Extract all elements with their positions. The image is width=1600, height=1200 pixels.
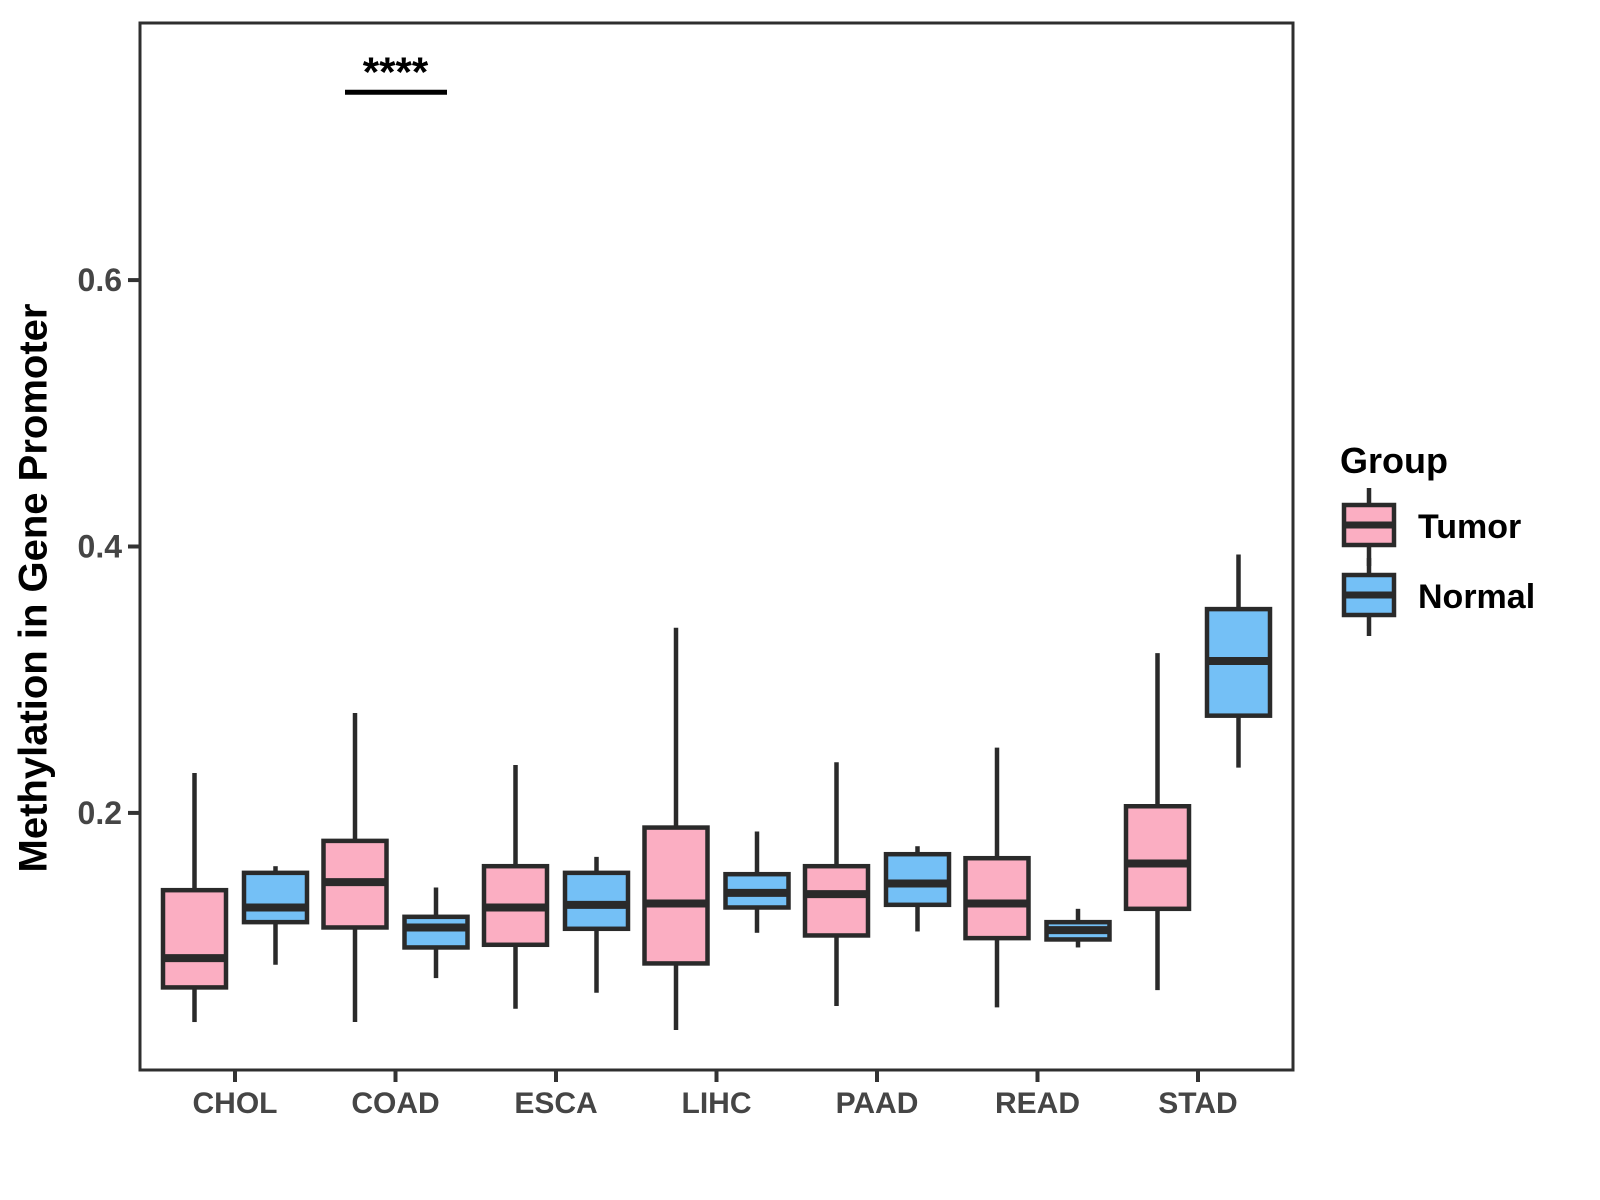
x-tick-label-LIHC: LIHC xyxy=(682,1087,752,1120)
box-normal-COAD xyxy=(402,914,470,950)
legend-entry-normal: Normal xyxy=(1340,558,1536,636)
x-tick-label-ESCA: ESCA xyxy=(514,1087,597,1120)
x-tick-label-CHOL: CHOL xyxy=(193,1087,278,1120)
y-tick-label-0.4: 0.4 xyxy=(78,529,123,565)
panel-border xyxy=(138,21,1295,1072)
y-tick-label-0.6: 0.6 xyxy=(78,262,122,298)
legend-label-tumor: Tumor xyxy=(1418,507,1522,546)
legend-label-normal: Normal xyxy=(1418,577,1536,616)
box-normal-CHOL xyxy=(241,870,310,925)
x-tick-label-STAD: STAD xyxy=(1158,1087,1237,1120)
significance-label-COAD: **** xyxy=(363,48,429,95)
x-tick-label-READ: READ xyxy=(995,1087,1080,1120)
normal-boxplot-swatch-icon xyxy=(1341,558,1397,636)
box-tumor-READ xyxy=(963,855,1031,941)
legend: Group Tumor Normal xyxy=(1340,440,1536,636)
x-tick-label-PAAD: PAAD xyxy=(836,1087,919,1120)
x-tick-label-COAD: COAD xyxy=(351,1087,439,1120)
box-tumor-LIHC xyxy=(642,825,710,966)
y-tick-label-0.2: 0.2 xyxy=(78,795,122,831)
tumor-boxplot-swatch-icon xyxy=(1341,488,1397,566)
legend-title: Group xyxy=(1340,440,1448,481)
box-tumor-PAAD xyxy=(802,863,871,938)
y-axis-title: Methylation in Gene Promoter xyxy=(11,303,56,873)
box-tumor-STAD xyxy=(1123,804,1192,912)
box-tumor-CHOL xyxy=(160,887,229,990)
legend-entry-tumor: Tumor xyxy=(1340,488,1535,566)
